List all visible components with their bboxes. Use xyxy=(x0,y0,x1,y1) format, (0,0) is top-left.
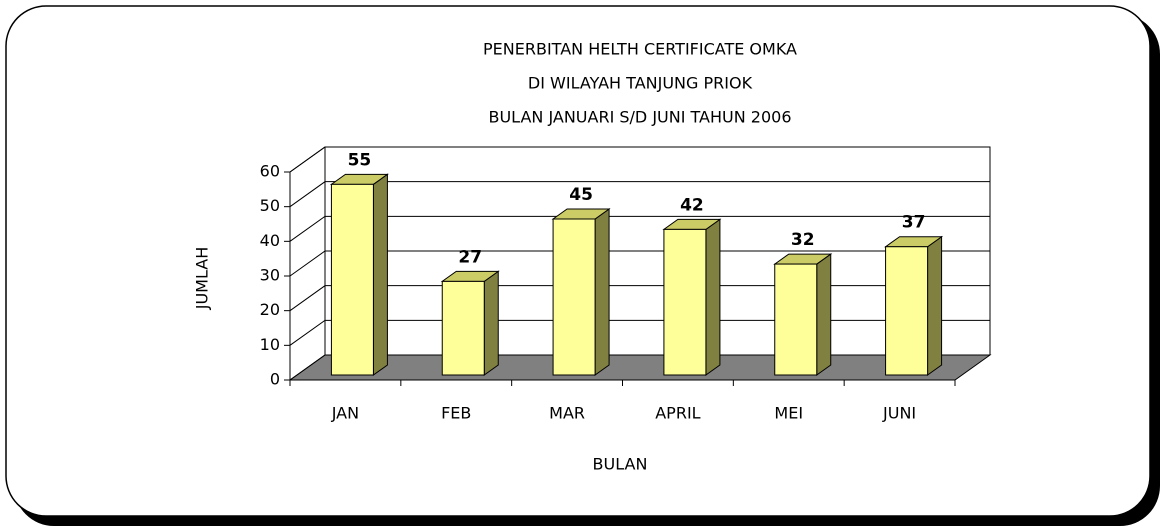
y-tick-label: 30 xyxy=(260,266,280,285)
bar-side xyxy=(816,253,832,376)
bar xyxy=(774,263,818,376)
y-axis-label: JUMLAH xyxy=(193,247,212,311)
x-tick-label: FEB xyxy=(441,404,471,423)
grid-line xyxy=(289,285,990,312)
data-label: 55 xyxy=(348,150,372,170)
chart-title: PENERBITAN HELTH CERTIFICATE OMKA xyxy=(483,40,797,59)
x-tick-label: MAR xyxy=(549,404,585,423)
bar-side xyxy=(705,218,721,376)
y-tick-label: 50 xyxy=(260,196,280,215)
x-axis-label: BULAN xyxy=(593,455,648,474)
data-label: 45 xyxy=(569,185,593,205)
grid-line xyxy=(289,181,990,208)
bar xyxy=(552,218,596,376)
grid-line xyxy=(289,146,990,173)
x-tick-label: JAN xyxy=(331,404,359,423)
chart-title: BULAN JANUARI S/D JUNI TAHUN 2006 xyxy=(488,108,791,127)
grid-line xyxy=(289,319,990,346)
chart-title: DI WILAYAH TANJUNG PRIOK xyxy=(528,74,753,93)
bar xyxy=(663,228,707,376)
x-tick-label: MEI xyxy=(774,404,803,423)
grid-line xyxy=(289,354,990,381)
bar-side xyxy=(927,235,943,376)
bar xyxy=(441,280,485,376)
data-label: 37 xyxy=(902,213,926,233)
grid-line xyxy=(289,215,990,242)
y-tick-label: 0 xyxy=(270,370,280,389)
bar-side xyxy=(594,208,610,376)
data-label: 42 xyxy=(680,195,704,215)
bar xyxy=(330,183,374,376)
y-tick-label: 20 xyxy=(260,300,280,319)
y-tick-label: 40 xyxy=(260,231,280,250)
floor xyxy=(288,354,992,381)
data-label: 32 xyxy=(791,230,815,250)
bar xyxy=(885,246,929,376)
bar-side xyxy=(483,270,499,376)
x-tick-label: APRIL xyxy=(655,404,700,423)
x-tick-label: JUNI xyxy=(882,404,916,423)
y-tick-label: 60 xyxy=(260,162,280,181)
data-label: 27 xyxy=(458,247,482,267)
y-tick-label: 10 xyxy=(260,335,280,354)
grid-line xyxy=(289,250,990,277)
bar-side xyxy=(372,173,388,376)
